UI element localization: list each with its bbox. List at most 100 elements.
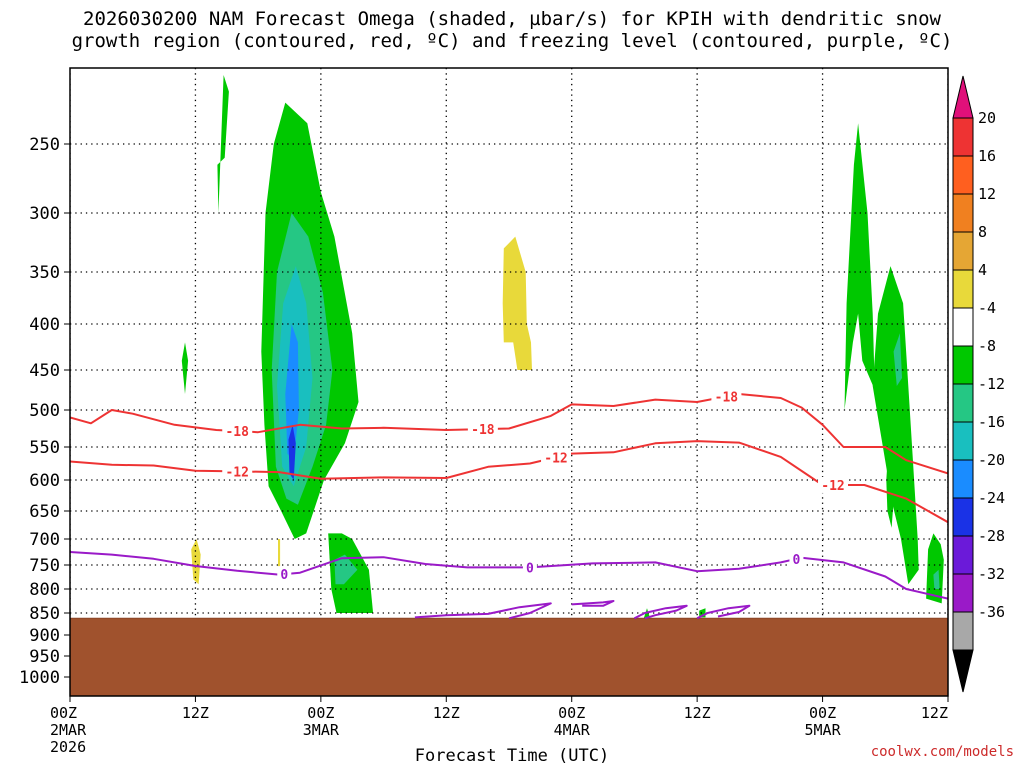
x-tick-label-0-1: 2MAR [50,721,87,739]
contour-label-bg-1-0 [222,463,253,480]
colorbar-box-10 [952,459,974,499]
colorbar-label-4: 4 [978,261,987,279]
colorbar-label-3: 8 [978,223,987,241]
omega-region--20-16 [288,424,296,480]
x-tick-label-72-0: 00Z [809,704,836,722]
contour-label-1-2: -12 [821,479,844,494]
contour-label-1-0: -12 [225,465,248,480]
colorbar: 20 16 12 8 4 -4 -8 -12 -16 -20 -24 -28 -32 -36 [952,75,1005,693]
x-tick-label-12-0: 12Z [182,704,209,722]
y-tick-label-850: 850 [29,604,60,624]
chart-title: 2026030200 NAM Forecast Omega (shaded, µ… [0,8,1024,52]
contour-label-bg-0-1 [467,421,498,438]
colorbar-box-11 [952,497,974,537]
colorbar-box-4 [952,231,974,271]
contour-label-bg-2-0 [277,566,292,583]
y-tick-label-750: 750 [29,556,60,576]
y-tick-label-500: 500 [29,401,60,421]
y-tick-label-450: 450 [29,361,60,381]
omega-region--4-7 [886,447,895,528]
y-tick-label-650: 650 [29,502,60,522]
terrain-fill [70,618,948,696]
contour-label-0-0: -18 [225,425,249,440]
y-tick-label-250: 250 [29,135,60,155]
contour-line--12-1 [70,440,948,524]
contour-label-2-0: 0 [280,568,288,583]
omega-region--4-5 [872,266,919,585]
omega-region--8-13 [933,569,940,589]
omega-region--8-12 [893,333,902,386]
colorbar-label-10: -24 [978,489,1005,507]
contour-label-bg-0-0 [222,423,253,440]
contour-line-0-2 [70,551,948,600]
omega-region--8-11 [334,554,358,585]
colorbar-box-2 [952,155,974,195]
y-tick-label-800: 800 [29,580,60,600]
plot-frame [69,67,949,697]
contour-label-0-1: -18 [471,423,495,438]
chart-title-line-1: 2026030200 NAM Forecast Omega (shaded, µ… [83,8,941,30]
site-credit: coolwx.com/models [870,744,1014,760]
colorbar-label-1: 16 [978,147,996,165]
colorbar-box-13 [952,573,974,613]
x-tick-label-24-1: 3MAR [303,721,340,739]
colorbar-label-2: 12 [978,185,996,203]
contour-label-bg-2-2 [789,550,804,567]
x-tick-label-36-0: 12Z [433,704,460,722]
colorbar-box-8 [952,383,974,423]
colorbar-label-6: -8 [978,337,996,355]
contour-label-0-2: -18 [715,390,739,405]
y-tick-label-1000: 1000 [19,668,60,688]
grid-lines [70,68,948,696]
x-tick-label-60-0: 12Z [684,704,711,722]
y-tick-label-300: 300 [29,204,60,224]
plot-area: -18 -18 -18 -12 -12 -12 0 0 0 [70,68,948,696]
colorbar-box-5 [952,269,974,309]
colorbar-label-8: -16 [978,413,1005,431]
colorbar-box-3 [952,193,974,233]
contour-line-closed-5 [633,604,688,620]
contour-label-bg-0-2 [711,388,742,405]
contour-label-bg-1-2 [818,476,849,493]
x-tick-label-24-0: 00Z [307,704,334,722]
contour-line-closed-3 [414,602,552,620]
y-tick-label-400: 400 [29,315,60,335]
colorbar-label-5: -4 [978,299,996,317]
colorbar-box-14 [952,611,974,651]
colorbar-bottom-arrow [952,649,974,693]
y-tick-label-600: 600 [29,471,60,491]
omega-region--4-0 [217,75,229,213]
chart-title-line-2: growth region (contoured, red, ºC) and f… [71,30,953,52]
colorbar-box-9 [952,421,974,461]
y-tick-label-900: 900 [29,626,60,646]
omega-region-4-17 [502,236,532,370]
contour-label-1-1: -12 [544,451,567,466]
colorbar-top-arrow [952,75,974,119]
x-tick-label-84-0: 12Z [921,704,948,722]
y-tick-label-550: 550 [29,438,60,458]
omega-region-4-19 [278,539,281,570]
contour-line--18-0 [70,393,948,475]
colorbar-box-7 [952,345,974,385]
y-tick-label-350: 350 [29,263,60,283]
contour-line-closed-6 [696,604,751,620]
omega-region--4-1 [181,342,189,394]
colorbar-box-1 [952,117,974,157]
x-tick-label-48-0: 00Z [558,704,585,722]
colorbar-label-13: -36 [978,603,1005,621]
colorbar-box-6 [952,307,974,347]
contour-label-2-1: 0 [526,561,534,576]
x-tick-label-0-2: 2026 [50,738,86,756]
contour-line-closed-4 [571,600,615,607]
contour-label-bg-2-1 [522,559,537,576]
colorbar-label-0: 20 [978,109,996,127]
contour-label-bg-1-1 [541,449,572,466]
x-axis-label: Forecast Time (UTC) [414,746,610,766]
colorbar-label-9: -20 [978,451,1005,469]
x-tick-label-72-1: 5MAR [805,721,842,739]
y-tick-label-700: 700 [29,530,60,550]
colorbar-box-12 [952,535,974,575]
x-tick-label-0-0: 00Z [50,704,77,722]
omega-region--4-6 [926,533,944,604]
